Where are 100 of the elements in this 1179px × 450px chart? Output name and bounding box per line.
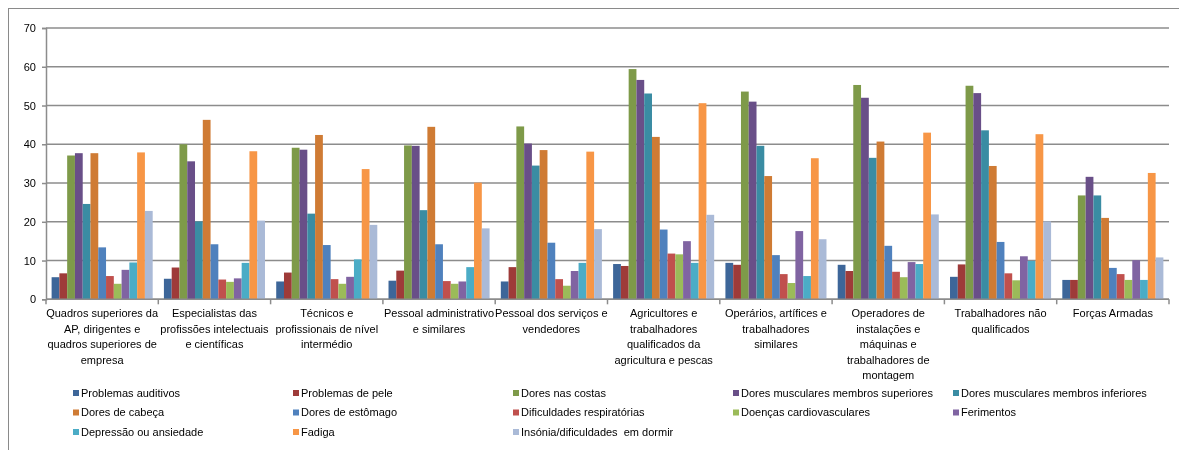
bar: [322, 245, 331, 300]
bar: [442, 281, 451, 300]
bar: [1132, 260, 1141, 300]
bar: [923, 132, 932, 300]
bar: [474, 182, 482, 300]
bar: [620, 265, 629, 300]
y-tick-label: 10: [23, 254, 36, 267]
bar: [283, 272, 292, 300]
bar: [404, 145, 412, 300]
bar: [586, 151, 595, 300]
bar: [1070, 279, 1078, 300]
bar: [144, 210, 153, 300]
bar: [1155, 257, 1164, 300]
bar: [733, 264, 741, 300]
x-tick-label: Operários, artífices e trabalhadores similares: [724, 307, 827, 351]
bar: [291, 147, 300, 300]
bar: [651, 136, 660, 300]
bar: [1147, 172, 1156, 300]
bar: [106, 276, 114, 300]
bar: [659, 229, 668, 300]
legend-label: Dores musculares membros inferiores: [961, 386, 1148, 399]
bar: [531, 165, 540, 300]
bar: [435, 244, 443, 300]
bar: [772, 255, 780, 300]
bar: [1062, 279, 1071, 300]
bar: [257, 220, 265, 300]
bar: [51, 277, 60, 300]
bar: [1019, 256, 1028, 300]
bar: [226, 281, 234, 300]
bar: [683, 241, 691, 300]
bar: [876, 141, 885, 300]
bar: [818, 239, 827, 300]
bar: [1116, 274, 1125, 300]
bar: [1085, 176, 1094, 300]
bar: [1077, 195, 1086, 300]
legend-label: Dificuldades respiratórias: [521, 406, 645, 419]
legend-label: Dores de estômago: [301, 406, 397, 419]
bar: [74, 153, 83, 300]
bar: [756, 145, 765, 300]
bar: [845, 271, 854, 300]
bar: [346, 276, 354, 300]
legend-label: Ferimentos: [961, 406, 1017, 419]
legend-label: Insónia/dificuldades em dormir: [521, 425, 674, 438]
bar: [594, 229, 602, 300]
bar: [884, 245, 893, 300]
bar: [361, 169, 370, 300]
bar: [1027, 260, 1036, 300]
bar: [539, 150, 548, 300]
x-tick-label: Forças Armadas: [1072, 307, 1154, 320]
bar: [957, 264, 966, 300]
bar: [353, 259, 362, 300]
bar: [315, 134, 323, 300]
bar: [1004, 273, 1013, 300]
bar: [563, 285, 571, 300]
bar: [59, 273, 68, 300]
x-tick-label: Agricultores e trabalhadores qualificados da agricultura e pescas: [614, 307, 714, 366]
bar: [690, 262, 699, 300]
bar: [868, 157, 877, 300]
bar: [861, 97, 869, 300]
bar: [396, 270, 405, 300]
bar: [1043, 221, 1052, 300]
bar: [1012, 280, 1020, 300]
bar: [748, 101, 757, 300]
bar: [210, 244, 219, 300]
bar: [338, 283, 347, 300]
bar: [98, 247, 107, 300]
y-tick-label: 0: [29, 293, 36, 306]
bar: [67, 155, 75, 300]
bar: [90, 153, 99, 300]
bar: [915, 264, 924, 300]
y-tick-label: 60: [23, 60, 36, 73]
bar: [853, 84, 862, 300]
legend-label: Problemas auditivos: [81, 386, 181, 399]
bar: [931, 214, 939, 300]
bar: [636, 79, 645, 300]
bar: [1035, 134, 1044, 300]
x-tick-label: Pessoal administrativo e similares: [384, 307, 495, 335]
x-tick-label: Trabalhadores não qualificados: [954, 307, 1047, 335]
legend-label: Fadiga: [301, 425, 336, 438]
bar: [965, 85, 974, 300]
y-tick-label: 50: [23, 99, 36, 112]
y-tick-label: 70: [23, 22, 36, 35]
legend-label: Dores de cabeça: [81, 406, 166, 419]
bar: [500, 281, 509, 300]
bar: [307, 213, 316, 300]
bar: [163, 278, 172, 300]
bar: [195, 221, 203, 300]
bar: [950, 276, 958, 300]
legend-label: Doenças cardiovasculares: [741, 406, 871, 419]
bar: [481, 228, 490, 300]
bar: [973, 93, 982, 300]
bar: [419, 210, 428, 300]
legend-label: Dores nas costas: [521, 386, 607, 399]
bar: [555, 279, 564, 300]
bar: [779, 274, 788, 300]
bar: [795, 231, 804, 300]
legend-label: Dores musculares membros superiores: [741, 386, 934, 399]
bar: [725, 262, 734, 300]
bar: [1140, 279, 1148, 300]
bar: [299, 149, 308, 300]
